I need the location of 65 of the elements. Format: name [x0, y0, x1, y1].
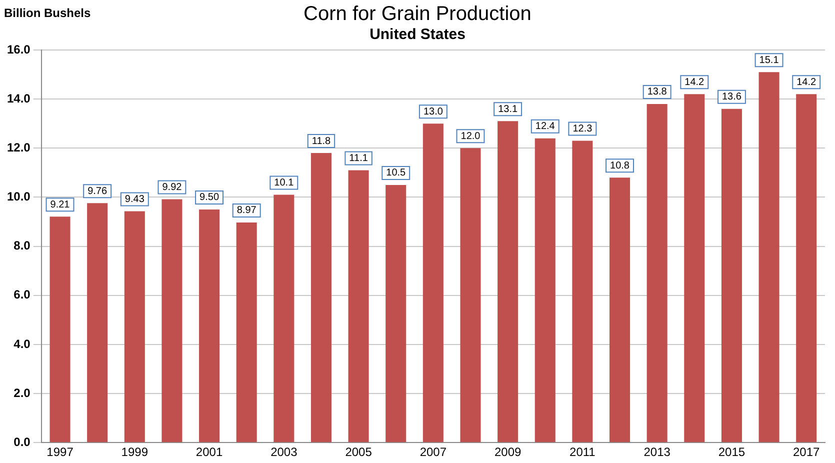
bar: [124, 211, 145, 442]
x-tick-label: 2001: [196, 445, 223, 460]
data-label: 14.2: [796, 76, 817, 88]
bar: [610, 178, 630, 442]
y-axis-title: Billion Bushels: [4, 6, 91, 20]
bar: [646, 104, 668, 442]
data-label: 12.4: [535, 121, 556, 132]
data-label: 12.0: [460, 130, 481, 142]
bar: [684, 94, 705, 442]
bar: [162, 199, 182, 442]
data-label: 13.6: [722, 92, 742, 103]
data-label: 13.0: [423, 106, 444, 118]
bar: [274, 194, 294, 442]
bar: [50, 216, 70, 442]
x-tick-label: 2015: [718, 445, 746, 460]
x-tick-label: 2005: [345, 445, 372, 460]
x-tick-label: 2003: [270, 445, 298, 460]
bar: [534, 138, 556, 442]
data-label: 14.2: [684, 76, 705, 88]
bar: [498, 121, 518, 442]
data-label: 9.76: [88, 186, 108, 197]
data-label: 10.1: [274, 178, 294, 189]
data-label: 13.1: [498, 104, 518, 115]
y-tick-label: 16.0: [6, 42, 31, 56]
bar: [386, 184, 406, 442]
y-tick-label: 0.0: [14, 434, 31, 449]
x-tick-label: 1997: [46, 445, 74, 460]
data-label: 10.8: [610, 160, 630, 172]
bar: [87, 203, 108, 442]
data-label: 9.92: [162, 182, 182, 193]
y-tick-label: 12.0: [6, 140, 31, 154]
x-tick-label: 2017: [792, 445, 820, 460]
data-label: 13.8: [647, 86, 668, 98]
chart-title: Corn for Grain Production: [304, 3, 532, 25]
data-label: 9.21: [50, 199, 70, 210]
bar: [236, 222, 257, 442]
y-tick-label: 14.0: [6, 91, 31, 106]
bar: [348, 170, 369, 442]
y-tick-label: 6.0: [14, 288, 31, 302]
y-tick-label: 2.0: [14, 386, 31, 400]
x-tick-label: 2011: [570, 445, 596, 460]
x-tick-label: 2007: [420, 445, 447, 460]
bar: [572, 140, 593, 442]
data-label: 8.97: [236, 205, 257, 216]
data-label: 9.50: [200, 192, 220, 204]
bar: [422, 124, 444, 442]
y-tick-label: 4.0: [14, 336, 31, 351]
y-tick-label: 8.0: [14, 238, 31, 253]
y-tick-label: 10.0: [6, 190, 31, 204]
data-label: 9.43: [124, 194, 145, 205]
bar: [758, 72, 780, 442]
bar: [721, 108, 742, 442]
x-tick-label: 2013: [644, 445, 671, 460]
data-label: 10.5: [386, 168, 406, 179]
x-tick-label: 1999: [121, 445, 148, 460]
chart-subtitle: United States: [368, 26, 466, 44]
bar: [796, 94, 817, 442]
bar: [460, 148, 481, 442]
data-label: 11.1: [349, 152, 368, 164]
bar: [310, 153, 332, 442]
data-label: 15.1: [759, 54, 780, 66]
data-label: 11.8: [312, 136, 332, 147]
data-label: 12.3: [572, 124, 593, 135]
bar: [199, 209, 220, 442]
x-tick-label: 2009: [494, 445, 522, 460]
